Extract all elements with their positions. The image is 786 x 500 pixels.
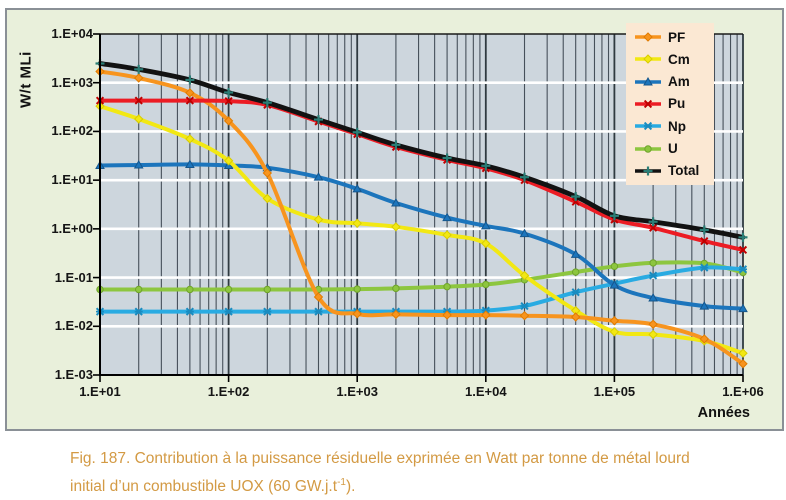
legend-item-Total: Total (626, 162, 714, 180)
legend-item-PF: PF (626, 28, 714, 46)
x-tick-label: 1.E+06 (722, 384, 764, 399)
chart-legend: PF Cm Am Pu Np U Total (626, 23, 714, 185)
x-tick-label: 1.E+04 (465, 384, 507, 399)
legend-marker-Am (635, 76, 661, 86)
legend-item-Am: Am (626, 73, 714, 91)
legend-label: Cm (668, 51, 690, 67)
legend-marker-Pu (635, 99, 661, 109)
y-tick-label: 1.E+03 (51, 74, 93, 90)
legend-marker-Total (635, 166, 661, 176)
legend-label: Am (668, 74, 690, 90)
y-tick-label: 1.E-02 (54, 318, 93, 334)
legend-label: Np (668, 118, 686, 134)
series-Cm (95, 101, 748, 358)
series-Total (95, 58, 748, 242)
x-tick-label: 1.E+03 (336, 384, 378, 399)
figure-panel: W/t MLi Années PF Cm Am Pu Np U Total 1.E+04 1.… (5, 8, 784, 431)
x-axis-title: Années (697, 405, 750, 421)
series-PF (95, 66, 748, 369)
legend-item-Pu: Pu (626, 95, 714, 113)
y-tick-label: 1.E+00 (51, 220, 93, 236)
figure-caption: Fig. 187. Contribution à la puissance ré… (70, 447, 760, 498)
legend-item-U: U (626, 140, 714, 158)
legend-label: Total (668, 163, 700, 179)
legend-marker-PF (635, 32, 661, 42)
x-tick-label: 1.E+02 (207, 384, 250, 399)
legend-label: PF (668, 29, 686, 45)
legend-item-Np: Np (626, 117, 714, 135)
y-tick-label: 1.E+01 (51, 172, 93, 188)
legend-marker-Cm (635, 54, 661, 65)
legend-marker-U (635, 144, 661, 153)
y-tick-label: 1.E+04 (51, 26, 93, 41)
caption-line2: initial d’un combustible UOX (60 GW.j.t-… (70, 476, 356, 495)
y-tick-label: 1.E-03 (54, 367, 93, 382)
y-tick-label: 1.E-01 (54, 269, 93, 285)
legend-marker-Np (635, 122, 661, 131)
caption-line1: Fig. 187. Contribution à la puissance ré… (70, 450, 690, 467)
legend-label: U (668, 141, 678, 157)
x-tick-label: 1.E+01 (79, 384, 121, 399)
legend-item-Cm: Cm (626, 50, 714, 68)
x-tick-label: 1.E+05 (593, 384, 636, 399)
legend-label: Pu (668, 96, 686, 112)
y-tick-label: 1.E+02 (51, 123, 93, 139)
